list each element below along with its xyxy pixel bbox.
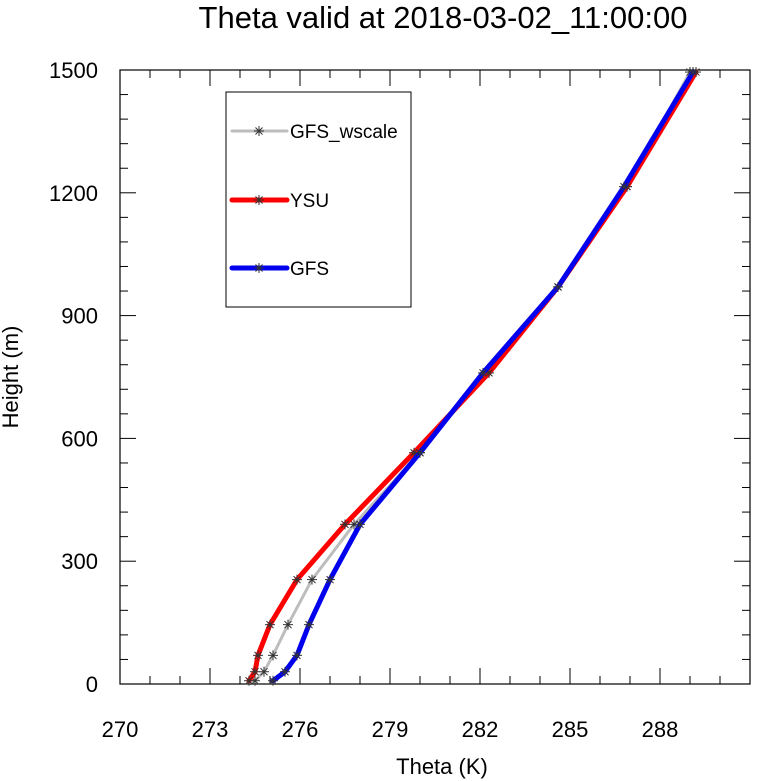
x-tick-label: 270 — [102, 717, 139, 742]
legend-label: GFS — [290, 259, 329, 280]
marker-stroke — [281, 667, 289, 676]
marker-stroke — [284, 620, 292, 629]
plot-area — [119, 69, 751, 685]
marker-stroke — [410, 448, 418, 457]
data-point — [307, 574, 317, 585]
x-tick-label: 279 — [372, 717, 409, 742]
data-point — [619, 181, 629, 192]
marker-stroke — [269, 651, 277, 660]
x-tick-label: 285 — [552, 717, 589, 742]
marker-stroke — [293, 575, 301, 584]
marker-stroke — [350, 520, 358, 529]
marker-stroke — [269, 676, 277, 685]
y-tick-label: 300 — [61, 549, 98, 574]
legend-marker — [254, 195, 264, 205]
marker-stroke — [305, 620, 313, 629]
data-point — [478, 367, 488, 378]
legend-marker — [254, 126, 264, 136]
data-point — [292, 574, 302, 585]
data-point — [280, 666, 290, 677]
y-axis-label: Height (m) — [0, 326, 23, 429]
data-point — [265, 619, 275, 630]
data-point — [253, 650, 263, 661]
marker-stroke — [356, 520, 364, 529]
marker-stroke — [245, 676, 253, 685]
marker-stroke — [255, 264, 263, 272]
legend-label: GFS_wscale — [290, 122, 398, 143]
data-point — [304, 619, 314, 630]
marker-stroke — [254, 651, 262, 660]
data-point — [688, 67, 698, 78]
y-tick-label: 600 — [61, 426, 98, 451]
data-point — [292, 650, 302, 661]
data-point — [259, 666, 269, 677]
marker-stroke — [266, 620, 274, 629]
data-point — [244, 675, 254, 686]
data-point — [268, 650, 278, 661]
x-tick-label: 276 — [282, 717, 319, 742]
marker-stroke — [341, 520, 349, 529]
y-tick-label: 1500 — [49, 58, 98, 83]
y-tick-label: 900 — [61, 304, 98, 329]
x-axis-label: Theta (K) — [396, 754, 488, 779]
marker-stroke — [251, 676, 259, 685]
plot-frame — [119, 69, 751, 685]
marker-stroke — [293, 651, 301, 660]
marker-stroke — [554, 283, 562, 291]
x-tick-label: 288 — [642, 717, 679, 742]
marker-stroke — [251, 667, 259, 676]
data-point — [415, 447, 425, 458]
marker-stroke — [416, 448, 424, 457]
legend-item: GFS_wscale — [230, 122, 398, 143]
data-point — [553, 281, 563, 292]
marker-stroke — [260, 667, 268, 676]
data-point — [283, 619, 293, 630]
data-point — [325, 574, 335, 585]
marker-stroke — [620, 182, 628, 191]
x-tick-label: 282 — [462, 717, 499, 742]
x-axis: 270 273 276 279 282 285 288 — [102, 70, 751, 742]
y-axis: 0 300 600 900 1200 1500 — [49, 58, 750, 697]
legend-item: GFS — [229, 259, 329, 280]
legend-marker — [254, 263, 264, 273]
marker-stroke — [326, 575, 334, 584]
series-layer — [244, 67, 701, 686]
marker-stroke — [689, 68, 697, 76]
series-gfs — [268, 67, 698, 686]
marker-stroke — [308, 575, 316, 584]
chart-title: Theta valid at 2018-03-02_11:00:00 — [199, 0, 688, 35]
marker-stroke — [255, 196, 263, 204]
data-point — [340, 519, 350, 530]
data-point — [355, 519, 365, 530]
legend-item: YSU — [229, 191, 329, 212]
legend: GFS_wscale YSU GFS — [225, 91, 412, 308]
marker-stroke — [255, 127, 263, 135]
y-tick-label: 0 — [86, 672, 98, 697]
legend-label: YSU — [290, 191, 329, 212]
y-tick-label: 1200 — [49, 181, 98, 206]
marker-stroke — [485, 369, 493, 377]
legend-box — [225, 91, 412, 308]
x-tick-label: 273 — [192, 717, 229, 742]
data-point — [268, 675, 278, 686]
marker-stroke — [479, 369, 487, 377]
data-point — [250, 666, 260, 677]
